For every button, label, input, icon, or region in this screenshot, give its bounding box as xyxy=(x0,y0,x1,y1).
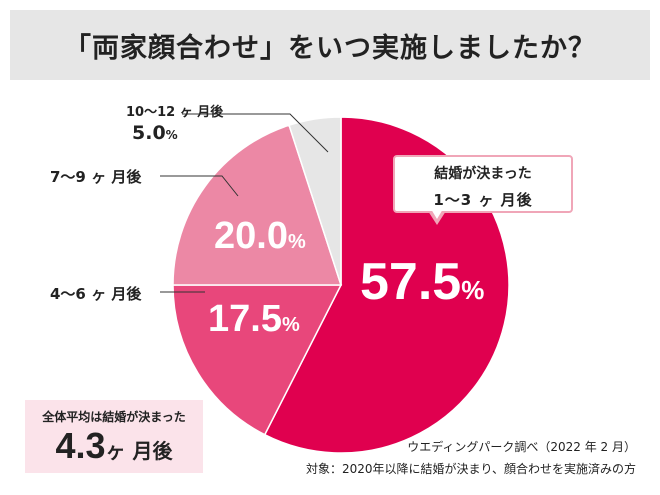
label-4-6-months: 4〜6 ヶ 月後 xyxy=(50,285,142,303)
slice-7-9-months xyxy=(172,124,343,286)
label-7-9-months: 7〜9 ヶ 月後 xyxy=(50,168,142,186)
callout-box: 結婚が決まった 1〜3 ヶ 月後 xyxy=(393,155,573,213)
target-note: 対象：2020年以降に結婚が決まり、顔合わせを実施済みの方 xyxy=(305,462,636,476)
pct-7-9-months: 20.0% xyxy=(214,215,306,257)
average-value: 4.3 xyxy=(55,425,106,466)
slice-4-6-months xyxy=(172,284,343,436)
pct-1-3-months: 57.5% xyxy=(360,253,485,311)
label-10-12-months: 10〜12 ヶ 月後 xyxy=(126,105,224,120)
callout-line1: 結婚が決まった xyxy=(434,166,532,182)
average-box: 全体平均は結婚が決まった 4.3ヶ 月後 xyxy=(25,400,203,473)
average-unit: ヶ 月後 xyxy=(105,439,173,463)
leader-10-12-months xyxy=(182,113,329,153)
callout-tail-inner xyxy=(431,209,443,219)
value-10-12-months: 5.0% xyxy=(132,122,178,144)
chart-title: 「両家顔合わせ」をいつ実施しましたか？ xyxy=(64,32,596,64)
callout-line2: 1〜3 ヶ 月後 xyxy=(433,191,533,209)
title-band: 「両家顔合わせ」をいつ実施しましたか？ xyxy=(10,10,650,80)
source-note: ウエディングパーク調べ（2022 年 2 月） xyxy=(407,440,636,454)
average-value-line: 4.3ヶ 月後 xyxy=(25,425,203,467)
slice-10-12-months xyxy=(288,116,342,286)
leader-7-9-months xyxy=(160,175,239,197)
average-label: 全体平均は結婚が決まった xyxy=(42,410,186,424)
pct-4-6-months: 17.5% xyxy=(208,298,300,340)
